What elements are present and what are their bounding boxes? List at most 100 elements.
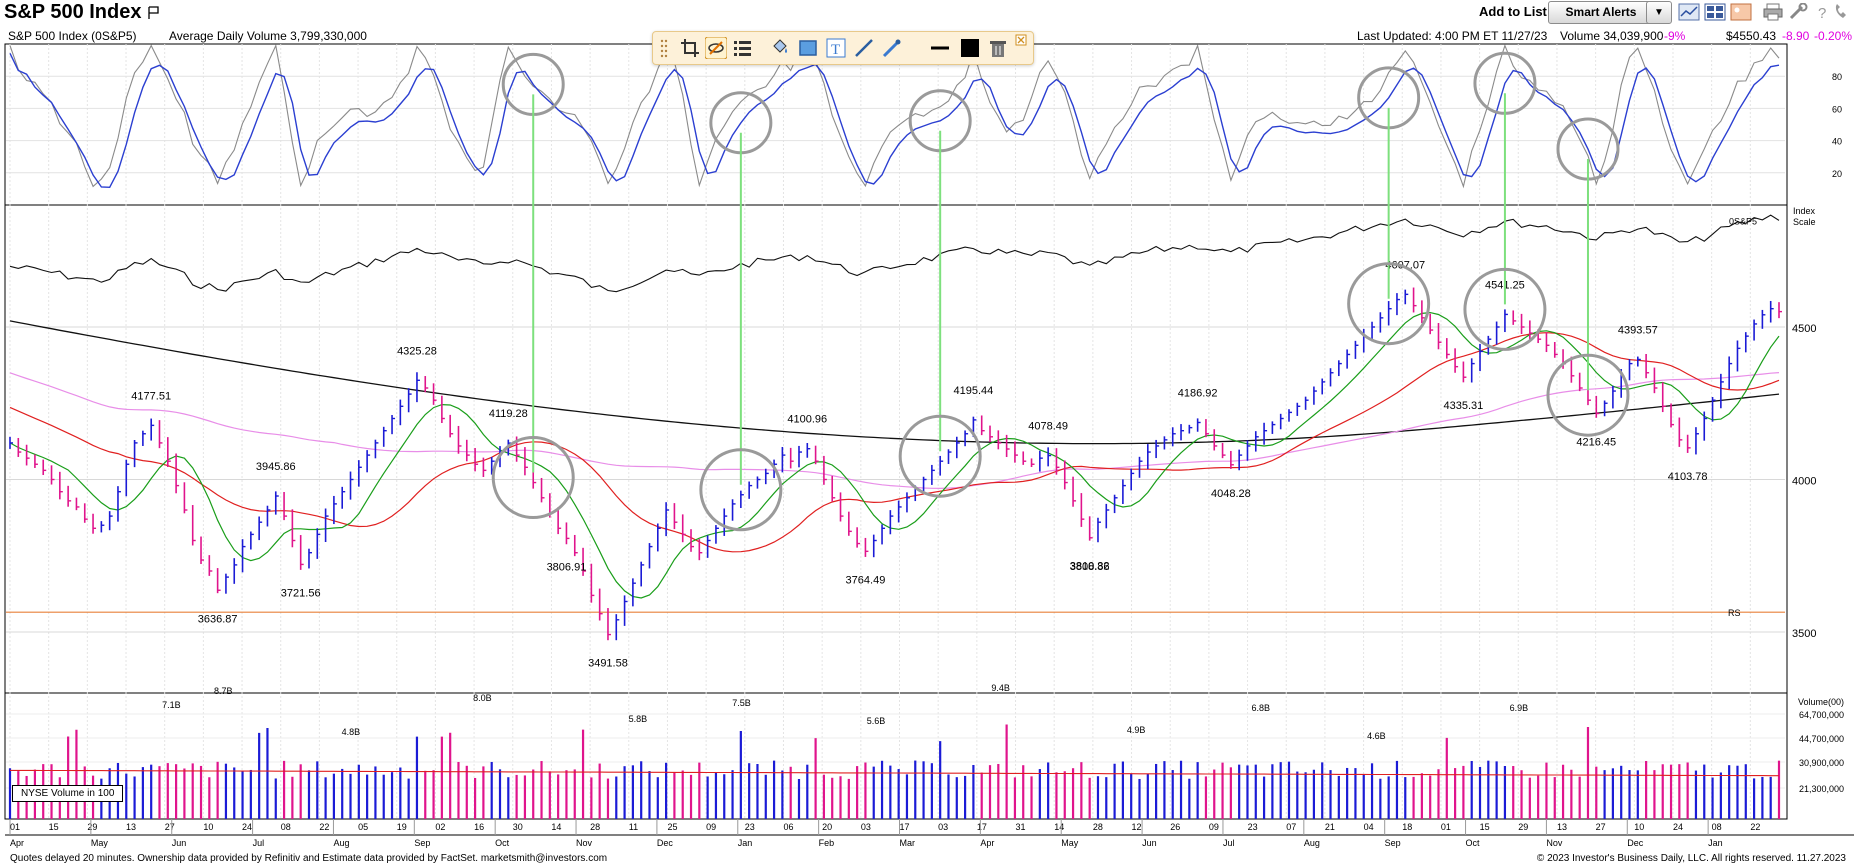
price-bar [191,505,196,546]
price-bar [648,543,653,569]
volume-tick-label: 44,700,000 [1799,734,1844,744]
price-annotation: 3636.87 [198,613,238,625]
x-day-label: 25 [667,822,677,832]
change-pct-label: -0.20% [1814,29,1853,43]
trash-icon[interactable] [987,37,1009,59]
price-bar [1130,468,1135,491]
price-bar [557,507,562,535]
price-annotation: 3491.58 [588,658,628,670]
image-icon[interactable] [1730,3,1752,21]
chevron-down-icon[interactable]: ▼ [1646,1,1672,24]
price-bar [1113,494,1118,514]
list-icon[interactable] [731,37,753,59]
price-bar [25,444,30,466]
price-bar [1562,349,1567,369]
price-bar [382,426,387,447]
rectangle-icon[interactable] [797,37,819,59]
price-annotation: 4393.57 [1618,324,1658,336]
price-annotation: 4216.45 [1576,436,1616,448]
price-bar [1022,451,1027,465]
pen-tool-icon[interactable] [881,37,903,59]
price-bar [1661,382,1666,413]
smart-alerts-button[interactable]: Smart Alerts [1548,1,1654,24]
text-tool-icon[interactable]: T [825,37,847,59]
price-bar [1412,287,1417,313]
price-bar [1769,300,1774,323]
price-bar [1653,367,1658,394]
chart-title: S&P 500 Index [4,1,142,23]
price-bar [1338,360,1342,377]
line-width-icon[interactable] [929,37,951,59]
price-annotation: 4607.07 [1385,259,1425,271]
price-bar [1180,424,1185,441]
x-day-label: 17 [977,822,987,832]
price-bar [1445,338,1450,359]
price-annotation: 4119.28 [489,408,528,420]
drag-handle-icon[interactable] [659,37,669,59]
drawing-toolbar[interactable]: T [652,31,1034,65]
volume-label: Volume 34,039,900 [1560,29,1664,43]
price-bar [67,485,72,507]
price-bar [324,508,329,543]
price-annotation: 4335.31 [1444,400,1484,412]
price-bar [1296,402,1301,416]
price-annotation: 3764.49 [846,574,886,586]
last-updated-label: Last Updated: 4:00 PM ET 11/27/23 [1357,29,1548,43]
x-day-label: 12 [1132,822,1142,832]
price-low-circle [898,414,982,498]
price-bar [1238,449,1243,471]
price-bar [640,561,645,587]
price-bar [1570,356,1575,383]
x-day-label: 24 [1673,822,1683,832]
price-annotation: 4103.78 [1668,471,1708,483]
phone-icon[interactable] [1832,3,1854,21]
price-annotation: 3721.56 [281,587,321,599]
x-month-label: Apr [980,838,994,848]
help-icon[interactable]: ? [1812,3,1834,21]
price-bar [748,481,753,499]
x-month-label: Feb [819,838,835,848]
footer-disclaimer: Quotes delayed 20 minutes. Ownership dat… [10,853,608,864]
volume-annotation: 5.8B [629,714,648,724]
x-day-label: 23 [1248,822,1258,832]
price-bar [1637,356,1641,367]
price-bar [308,548,312,569]
svg-text:?: ? [1818,5,1826,21]
price-bar [1055,448,1060,475]
price-bar [864,537,869,557]
price-bar [1462,361,1467,383]
price-bar [1321,378,1326,395]
x-month-label: Aug [1304,838,1320,848]
price-bar [1778,302,1782,319]
hide-drawings-icon[interactable] [705,37,727,59]
price-bar [1205,419,1209,438]
layout-icon[interactable] [1704,3,1726,21]
color-swatch-icon[interactable] [959,37,981,59]
price-bar [391,415,396,435]
x-day-label: 21 [1325,822,1335,832]
paint-bucket-icon[interactable] [769,37,791,59]
tools-icon[interactable] [1788,3,1810,21]
volume-annotation: 4.9B [1127,725,1146,735]
price-bar [1354,340,1359,359]
price-annotation: 3945.86 [256,461,296,473]
price-bar [623,595,628,626]
volume-average-line [10,769,1779,777]
line-tool-icon[interactable] [853,37,875,59]
print-icon[interactable] [1762,3,1784,21]
flag-icon[interactable] [148,6,160,20]
price-bar [441,395,445,424]
line-chart-icon[interactable] [1678,3,1700,21]
price-bar [1122,479,1126,505]
price-bar [1072,476,1077,507]
price-bar [1744,332,1749,353]
x-day-label: 29 [1518,822,1528,832]
x-month-label: Nov [576,838,593,848]
price-bar [100,521,105,533]
x-day-label: 10 [1634,822,1644,832]
price-bar [416,372,420,403]
crop-icon[interactable] [679,37,701,59]
close-icon[interactable] [1015,34,1027,46]
price-bar [931,464,935,485]
